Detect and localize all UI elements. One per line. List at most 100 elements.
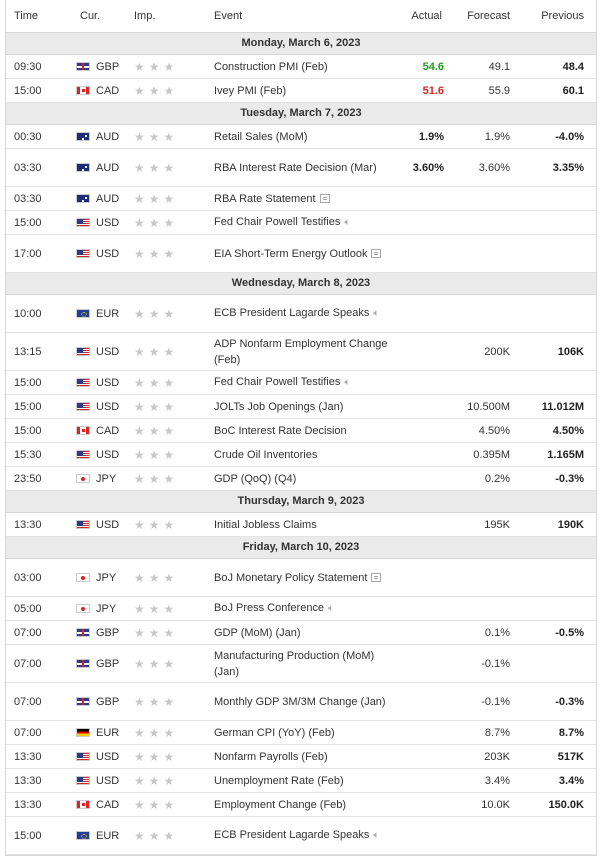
table-row[interactable]: 13:30 CAD ★ ★ ★ Employment Change (Feb) 10.0K 1… xyxy=(6,793,596,817)
table-row[interactable]: 13:30 USD ★ ★ ★ Unemployment Rate (Feb) 3.4% 3.… xyxy=(6,769,596,793)
event-time: 15:00 xyxy=(14,424,42,437)
table-row[interactable]: 07:00 EUR ★ ★ ★ German CPI (YoY) (Feb) 8.7% 8.7… xyxy=(6,721,596,745)
event-name[interactable]: JOLTs Job Openings (Jan) xyxy=(204,399,405,415)
star-icon: ★ xyxy=(148,160,160,175)
table-row[interactable]: 15:00 USD ★ ★ ★ JOLTs Job Openings (Jan) 10.50… xyxy=(6,395,596,419)
table-row[interactable]: 15:30 USD ★ ★ ★ Crude Oil Inventories 0.395M 1.… xyxy=(6,443,596,467)
jp-flag-icon xyxy=(76,474,90,483)
ca-flag-icon xyxy=(76,86,90,95)
event-previous: -0.3% xyxy=(555,472,584,485)
star-icon: ★ xyxy=(134,694,145,709)
currency-code: GBP xyxy=(96,60,120,73)
star-icon: ★ xyxy=(163,725,175,740)
header-forecast[interactable]: Forecast xyxy=(467,10,510,22)
star-icon: ★ xyxy=(163,656,175,671)
event-actual: 51.6 xyxy=(422,84,444,97)
importance-stars: ★ ★ ★ xyxy=(124,130,204,144)
currency-code: USD xyxy=(96,750,120,763)
event-name[interactable]: Initial Jobless Claims xyxy=(204,517,405,533)
table-row[interactable]: 03:30 AUD ★ ★ ★ RBA Rate Statement xyxy=(6,187,596,211)
header-previous[interactable]: Previous xyxy=(541,10,584,22)
star-icon: ★ xyxy=(148,725,160,740)
event-label: Ivey PMI (Feb) xyxy=(214,84,287,97)
importance-stars: ★ ★ ★ xyxy=(124,84,204,98)
event-time: 03:30 xyxy=(14,192,42,205)
star-icon: ★ xyxy=(163,215,175,230)
event-name[interactable]: BoJ Press Conference 🔈︎ xyxy=(204,600,405,617)
header-time[interactable]: Time xyxy=(14,10,39,22)
event-name[interactable]: BoJ Monetary Policy Statement xyxy=(204,570,405,586)
event-name[interactable]: ECB President Lagarde Speaks 🔈︎ xyxy=(204,305,405,322)
table-row[interactable]: 15:00 CAD ★ ★ ★ BoC Interest Rate Decision 4.5… xyxy=(6,419,596,443)
importance-stars: ★ ★ ★ xyxy=(124,60,204,74)
star-icon: ★ xyxy=(163,375,175,390)
table-row[interactable]: 13:30 USD ★ ★ ★ Initial Jobless Claims 195K 190… xyxy=(6,513,596,537)
table-row[interactable]: 13:15 USD ★ ★ ★ ADP Nonfarm Employment Change… xyxy=(6,333,596,371)
event-name[interactable]: Nonfarm Payrolls (Feb) xyxy=(204,749,405,765)
event-previous: -0.3% xyxy=(555,695,584,708)
event-name[interactable]: EIA Short-Term Energy Outlook xyxy=(204,246,405,262)
table-row[interactable]: 15:00 EUR ★ ★ ★ ECB President Lagarde Speaks 🔈… xyxy=(6,817,596,855)
table-row[interactable]: 09:30 GBP ★ ★ ★ Construction PMI (Feb) 54.6 49.… xyxy=(6,55,596,79)
event-name[interactable]: Manufacturing Production (MoM) (Jan) xyxy=(204,648,405,680)
event-name[interactable]: BoC Interest Rate Decision xyxy=(204,423,405,439)
event-name[interactable]: Ivey PMI (Feb) xyxy=(204,83,405,99)
event-currency: AUD xyxy=(66,162,124,174)
currency-code: JPY xyxy=(96,472,117,485)
event-label: RBA Interest Rate Decision (Mar) xyxy=(214,161,377,174)
table-row[interactable]: 07:00 GBP ★ ★ ★ Manufacturing Production (MoM… xyxy=(6,645,596,683)
event-name[interactable]: RBA Rate Statement xyxy=(204,191,405,207)
currency-code: EUR xyxy=(96,726,120,739)
table-row[interactable]: 15:00 CAD ★ ★ ★ Ivey PMI (Feb) 51.6 55.9 60.1 xyxy=(6,79,596,103)
event-name[interactable]: GDP (QoQ) (Q4) xyxy=(204,471,405,487)
event-name[interactable]: Construction PMI (Feb) xyxy=(204,59,405,75)
table-row[interactable]: 00:30 AUD ★ ★ ★ Retail Sales (MoM) 1.9% 1.9% -4.… xyxy=(6,125,596,149)
event-name[interactable]: RBA Interest Rate Decision (Mar) xyxy=(204,160,405,176)
table-row[interactable]: 03:00 JPY ★ ★ ★ BoJ Monetary Policy Statement xyxy=(6,559,596,597)
table-row[interactable]: 03:30 AUD ★ ★ ★ RBA Interest Rate Decision (M… xyxy=(6,149,596,187)
table-row[interactable]: 07:00 GBP ★ ★ ★ GDP (MoM) (Jan) 0.1% -0.5% xyxy=(6,621,596,645)
event-name[interactable]: Fed Chair Powell Testifies 🔈︎ xyxy=(204,214,405,231)
speech-icon: 🔈︎ xyxy=(344,377,351,388)
star-icon: ★ xyxy=(163,773,175,788)
header-importance[interactable]: Imp. xyxy=(134,10,156,22)
star-icon: ★ xyxy=(163,625,175,640)
event-name[interactable]: GDP (MoM) (Jan) xyxy=(204,625,405,641)
table-row[interactable]: 15:00 USD ★ ★ ★ Fed Chair Powell Testifies 🔈︎ xyxy=(6,371,596,395)
event-name[interactable]: ECB President Lagarde Speaks 🔈︎ xyxy=(204,827,405,844)
day-header: Tuesday, March 7, 2023 xyxy=(6,103,596,125)
star-icon: ★ xyxy=(148,773,160,788)
event-forecast: 8.7% xyxy=(484,726,510,739)
event-currency: CAD xyxy=(66,425,124,437)
event-name[interactable]: Employment Change (Feb) xyxy=(204,797,405,813)
star-icon: ★ xyxy=(163,601,175,616)
importance-stars: ★ ★ ★ xyxy=(124,626,204,640)
star-icon: ★ xyxy=(134,517,145,532)
table-row[interactable]: 05:00 JPY ★ ★ ★ BoJ Press Conference 🔈︎ xyxy=(6,597,596,621)
table-row[interactable]: 10:00 EUR ★ ★ ★ ECB President Lagarde Speaks 🔈… xyxy=(6,295,596,333)
event-name[interactable]: Monthly GDP 3M/3M Change (Jan) xyxy=(204,694,405,710)
table-row[interactable]: 15:00 USD ★ ★ ★ Fed Chair Powell Testifies 🔈︎ xyxy=(6,211,596,235)
event-name[interactable]: German CPI (YoY) (Feb) xyxy=(204,725,405,741)
header-currency[interactable]: Cur. xyxy=(80,10,101,22)
table-row[interactable]: 17:00 USD ★ ★ ★ EIA Short-Term Energy Outlook xyxy=(6,235,596,273)
event-time: 13:30 xyxy=(14,518,42,531)
ca-flag-icon xyxy=(76,800,90,809)
event-time: 00:30 xyxy=(14,130,42,143)
star-icon: ★ xyxy=(163,828,175,843)
event-name[interactable]: Unemployment Rate (Feb) xyxy=(204,773,405,789)
currency-code: CAD xyxy=(96,84,120,97)
header-actual[interactable]: Actual xyxy=(411,10,442,22)
event-label: Employment Change (Feb) xyxy=(214,798,347,811)
event-name[interactable]: Retail Sales (MoM) xyxy=(204,129,405,145)
table-row[interactable]: 13:30 USD ★ ★ ★ Nonfarm Payrolls (Feb) 203K 517… xyxy=(6,745,596,769)
importance-stars: ★ ★ ★ xyxy=(124,192,204,206)
header-event[interactable]: Event xyxy=(214,10,243,22)
event-name[interactable]: Crude Oil Inventories xyxy=(204,447,405,463)
event-name[interactable]: Fed Chair Powell Testifies 🔈︎ xyxy=(204,374,405,391)
event-name[interactable]: ADP Nonfarm Employment Change (Feb) xyxy=(204,336,405,368)
table-row[interactable]: 23:50 JPY ★ ★ ★ GDP (QoQ) (Q4) 0.2% -0.3% xyxy=(6,467,596,491)
star-icon: ★ xyxy=(163,129,175,144)
star-icon: ★ xyxy=(134,344,145,359)
table-row[interactable]: 07:00 GBP ★ ★ ★ Monthly GDP 3M/3M Change (Jan… xyxy=(6,683,596,721)
